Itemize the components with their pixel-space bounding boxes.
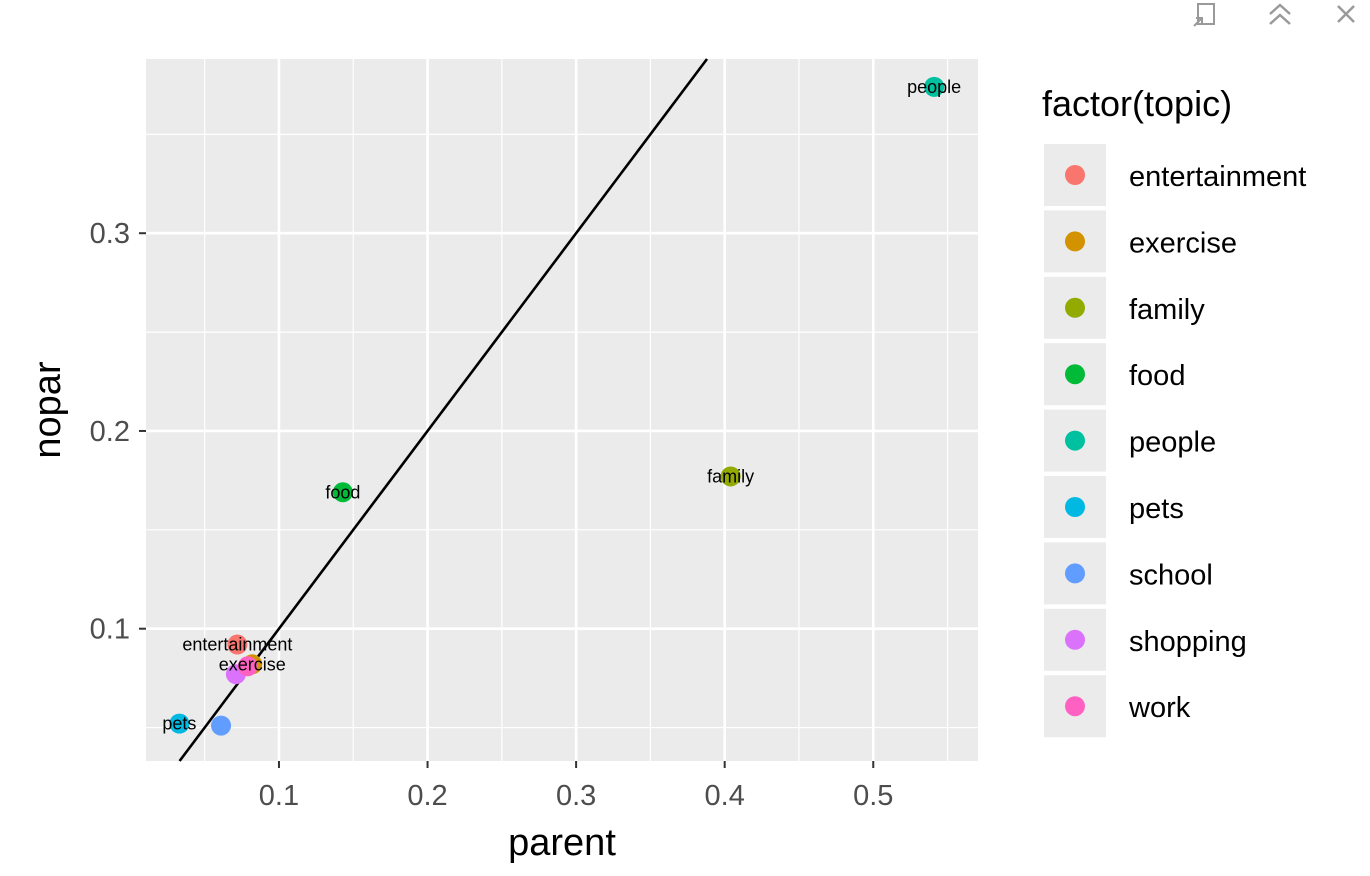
x-tick-label: 0.2 (407, 780, 447, 812)
point-label-exercise: exercise (219, 654, 286, 674)
x-tick-labels: 0.1 0.2 0.3 0.4 0.5 (259, 780, 894, 812)
legend-label: family (1129, 294, 1205, 326)
legend-label: pets (1129, 493, 1184, 525)
legend-item-family: family (1044, 276, 1205, 339)
legend-item-food: food (1044, 343, 1185, 406)
fit-line (178, 58, 709, 762)
collapse-up-icon (1269, 3, 1291, 25)
minor-gridlines (146, 59, 978, 761)
close-button[interactable] (1330, 0, 1362, 32)
point-work (237, 656, 258, 677)
point-entertainment (227, 634, 248, 655)
legend-swatch (1065, 231, 1085, 252)
y-tick-label: 0.2 (90, 416, 130, 448)
legend-label: food (1129, 360, 1185, 392)
legend-item-pets: pets (1044, 476, 1184, 538)
x-tick-label: 0.1 (259, 780, 299, 812)
x-tick-label: 0.5 (853, 780, 893, 812)
legend-swatch (1065, 297, 1085, 318)
point-label-entertainment: entertainment (182, 635, 292, 655)
legend-label: work (1128, 692, 1191, 724)
x-tick-label: 0.3 (556, 780, 596, 812)
legend: entertainment exercise family food people pet… (1044, 144, 1306, 738)
legend-swatch (1065, 563, 1085, 584)
collapse-up-button[interactable] (1264, 0, 1296, 32)
x-tick-label: 0.4 (705, 780, 745, 812)
data-points (169, 76, 945, 736)
legend-swatch (1065, 430, 1085, 451)
axis-ticks (139, 232, 875, 768)
point-family (720, 466, 741, 487)
legend-item-people: people (1044, 409, 1216, 472)
legend-item-entertainment: entertainment (1044, 144, 1306, 206)
point-label-family: family (707, 466, 754, 486)
point-label-pets: pets (162, 714, 196, 734)
legend-label: exercise (1129, 227, 1237, 259)
legend-item-shopping: shopping (1044, 608, 1247, 671)
legend-swatch (1065, 629, 1085, 650)
legend-label: shopping (1129, 626, 1247, 658)
legend-title: factor(topic) (1042, 83, 1232, 124)
plot-toolbar (1170, 0, 1370, 34)
legend-swatch (1065, 497, 1085, 517)
y-axis-title: nopar (27, 361, 69, 459)
popout-window-button[interactable] (1192, 0, 1224, 32)
fit-line-layer (178, 58, 709, 762)
point-pets (169, 713, 190, 734)
point-label-food: food (325, 482, 360, 502)
x-axis-title: parent (508, 822, 616, 864)
point-school (211, 715, 232, 736)
y-tick-label: 0.1 (90, 614, 130, 646)
plot-panel (146, 59, 978, 761)
close-icon (1337, 5, 1355, 23)
legend-item-exercise: exercise (1044, 210, 1237, 273)
point-food (332, 482, 353, 503)
legend-item-work: work (1044, 675, 1191, 738)
point-label-people: people (907, 77, 961, 97)
legend-label: entertainment (1129, 161, 1306, 193)
legend-label: school (1129, 559, 1213, 591)
legend-item-school: school (1044, 542, 1213, 605)
point-people (924, 76, 945, 97)
legend-swatch (1065, 364, 1085, 385)
y-tick-label: 0.3 (90, 218, 130, 250)
legend-swatch (1065, 165, 1085, 185)
major-gridlines (146, 59, 978, 761)
legend-label: people (1129, 427, 1216, 459)
popout-window-icon (1193, 3, 1215, 27)
legend-swatch (1065, 696, 1085, 717)
y-tick-labels: 0.1 0.2 0.3 (90, 218, 130, 645)
